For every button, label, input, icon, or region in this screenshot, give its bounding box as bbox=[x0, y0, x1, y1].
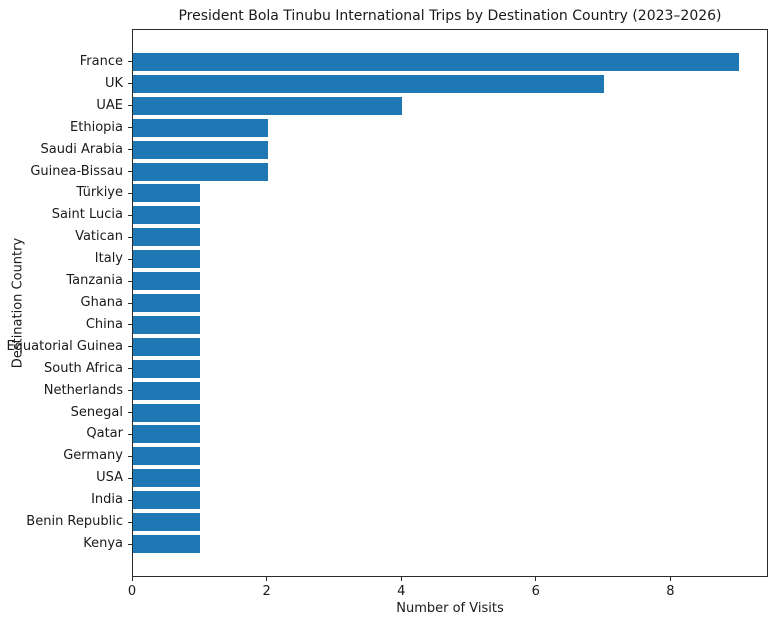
bar bbox=[133, 162, 268, 181]
y-tick-label: Benin Republic bbox=[26, 514, 123, 530]
y-tick-mark bbox=[128, 171, 132, 173]
bar bbox=[133, 184, 201, 203]
bar bbox=[133, 491, 201, 510]
y-tick-label: UK bbox=[104, 75, 123, 91]
bar bbox=[133, 513, 201, 532]
bar bbox=[133, 228, 201, 247]
y-tick-label: Senegal bbox=[70, 404, 123, 420]
y-tick-label: Guinea-Bissau bbox=[30, 163, 123, 179]
y-tick-mark bbox=[128, 236, 132, 238]
chart-title: President Bola Tinubu International Trip… bbox=[178, 8, 722, 24]
y-tick-mark bbox=[128, 149, 132, 151]
y-tick-label: Equatorial Guinea bbox=[6, 338, 123, 354]
y-tick-mark bbox=[128, 433, 132, 435]
bar bbox=[133, 359, 201, 378]
y-tick-label: Tanzania bbox=[66, 273, 123, 289]
y-tick-mark bbox=[128, 280, 132, 282]
y-tick-mark bbox=[128, 258, 132, 260]
y-tick-mark bbox=[128, 192, 132, 194]
y-tick-mark bbox=[128, 477, 132, 479]
y-tick-mark bbox=[128, 83, 132, 85]
y-tick-mark bbox=[128, 521, 132, 523]
y-tick-label: China bbox=[85, 316, 123, 332]
y-tick-label: UAE bbox=[96, 97, 123, 113]
bar bbox=[133, 294, 201, 312]
bar bbox=[133, 206, 201, 225]
bar bbox=[133, 315, 201, 334]
x-tick-label: 2 bbox=[262, 584, 271, 599]
bar bbox=[133, 250, 201, 269]
bar bbox=[133, 337, 201, 356]
bar bbox=[133, 272, 201, 291]
y-tick-mark bbox=[128, 127, 132, 129]
y-tick-mark bbox=[128, 346, 132, 348]
bar bbox=[133, 74, 605, 93]
y-tick-label: France bbox=[79, 53, 123, 69]
y-tick-mark bbox=[128, 61, 132, 63]
bar bbox=[133, 52, 739, 71]
y-tick-label: Saint Lucia bbox=[51, 207, 123, 223]
y-tick-mark bbox=[128, 105, 132, 107]
y-tick-label: Kenya bbox=[83, 536, 123, 552]
bar bbox=[133, 140, 268, 159]
y-tick-mark bbox=[128, 368, 132, 370]
y-tick-label: Ethiopia bbox=[70, 119, 123, 135]
x-tick-label: 8 bbox=[666, 584, 675, 599]
x-tick-mark bbox=[400, 577, 402, 581]
y-tick-mark bbox=[128, 455, 132, 457]
x-tick-mark bbox=[669, 577, 671, 581]
y-tick-mark bbox=[128, 390, 132, 392]
y-tick-label: Vatican bbox=[75, 229, 123, 245]
x-tick-mark bbox=[131, 577, 133, 581]
bar bbox=[133, 447, 201, 466]
y-tick-label: Qatar bbox=[86, 426, 123, 442]
bar bbox=[133, 425, 201, 444]
bar bbox=[133, 118, 268, 137]
y-tick-label: Netherlands bbox=[43, 382, 123, 398]
y-tick-mark bbox=[128, 412, 132, 414]
bar bbox=[133, 535, 201, 554]
y-tick-mark bbox=[128, 324, 132, 326]
x-axis-label: Number of Visits bbox=[396, 601, 504, 616]
x-tick-label: 6 bbox=[531, 584, 540, 599]
y-tick-label: Italy bbox=[94, 251, 123, 267]
x-tick-mark bbox=[535, 577, 537, 581]
bar bbox=[133, 469, 201, 488]
y-tick-label: India bbox=[91, 492, 123, 508]
y-tick-label: USA bbox=[96, 470, 123, 486]
y-tick-label: Saudi Arabia bbox=[40, 141, 124, 157]
y-tick-label: Türkiye bbox=[76, 185, 123, 201]
y-tick-label: Ghana bbox=[80, 295, 124, 310]
x-tick-label: 0 bbox=[127, 584, 137, 599]
y-tick-mark bbox=[128, 302, 132, 304]
x-tick-label: 4 bbox=[397, 584, 406, 599]
y-tick-label: Germany bbox=[63, 448, 123, 464]
bar bbox=[133, 96, 403, 115]
y-tick-mark bbox=[128, 543, 132, 545]
y-tick-mark bbox=[128, 214, 132, 216]
bar bbox=[133, 381, 201, 400]
y-tick-label: South Africa bbox=[44, 360, 123, 376]
bar bbox=[133, 403, 201, 422]
x-tick-mark bbox=[266, 577, 268, 581]
y-tick-mark bbox=[128, 499, 132, 501]
